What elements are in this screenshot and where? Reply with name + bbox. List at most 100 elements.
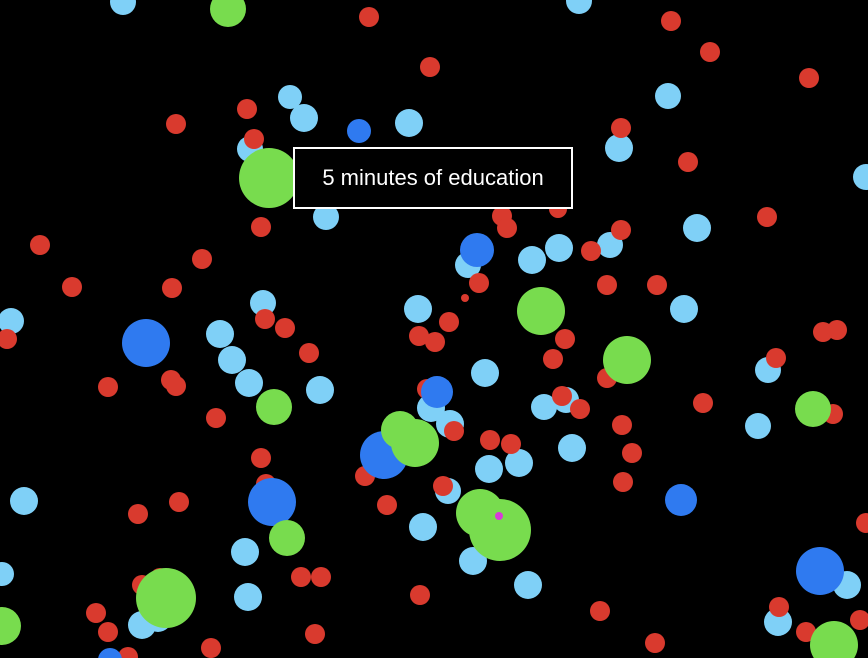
light-blue-dot bbox=[505, 449, 533, 477]
light-blue-dot bbox=[605, 134, 633, 162]
red-dot bbox=[128, 504, 148, 524]
light-blue-dot bbox=[206, 320, 234, 348]
light-blue-dot bbox=[250, 290, 276, 316]
light-blue-dot bbox=[306, 376, 334, 404]
red-dot bbox=[201, 638, 221, 658]
light-blue-dot bbox=[409, 513, 437, 541]
red-dot bbox=[291, 567, 311, 587]
red-dot bbox=[622, 443, 642, 463]
light-blue-dot bbox=[471, 359, 499, 387]
red-dot bbox=[570, 399, 590, 419]
red-dot bbox=[311, 567, 331, 587]
red-dot bbox=[480, 430, 500, 450]
light-blue-dot bbox=[531, 394, 557, 420]
red-dot bbox=[30, 235, 50, 255]
red-dot bbox=[647, 275, 667, 295]
red-dot bbox=[98, 622, 118, 642]
green-dot bbox=[391, 419, 439, 467]
red-dot bbox=[461, 294, 469, 302]
light-blue-dot bbox=[10, 487, 38, 515]
red-dot bbox=[420, 57, 440, 77]
red-dot bbox=[251, 217, 271, 237]
light-blue-dot bbox=[853, 164, 868, 190]
light-blue-dot bbox=[110, 0, 136, 15]
green-dot bbox=[269, 520, 305, 556]
red-dot bbox=[611, 118, 631, 138]
red-dot bbox=[555, 329, 575, 349]
red-dot bbox=[597, 275, 617, 295]
light-blue-dot bbox=[0, 562, 14, 586]
red-dot bbox=[552, 386, 572, 406]
red-dot bbox=[611, 220, 631, 240]
green-dot bbox=[210, 0, 246, 27]
light-blue-dot bbox=[745, 413, 771, 439]
red-dot bbox=[62, 277, 82, 297]
blue-dot bbox=[796, 547, 844, 595]
red-dot bbox=[169, 492, 189, 512]
green-dot bbox=[256, 389, 292, 425]
blue-dot bbox=[665, 484, 697, 516]
red-dot bbox=[166, 114, 186, 134]
red-dot bbox=[497, 218, 517, 238]
red-dot bbox=[425, 332, 445, 352]
light-blue-dot bbox=[404, 295, 432, 323]
blue-dot bbox=[347, 119, 371, 143]
red-dot bbox=[433, 476, 453, 496]
red-dot bbox=[275, 318, 295, 338]
red-dot bbox=[162, 278, 182, 298]
red-dot bbox=[251, 448, 271, 468]
red-dot bbox=[244, 129, 264, 149]
light-blue-dot bbox=[518, 246, 546, 274]
green-dot bbox=[795, 391, 831, 427]
red-dot bbox=[700, 42, 720, 62]
green-dot bbox=[469, 499, 531, 561]
red-dot bbox=[799, 68, 819, 88]
light-blue-dot bbox=[475, 455, 503, 483]
light-blue-dot bbox=[670, 295, 698, 323]
light-blue-dot bbox=[278, 85, 302, 109]
red-dot bbox=[469, 273, 489, 293]
red-dot bbox=[377, 495, 397, 515]
player-marker[interactable] bbox=[495, 512, 503, 520]
green-dot bbox=[136, 568, 196, 628]
red-dot bbox=[757, 207, 777, 227]
blue-dot bbox=[98, 648, 122, 658]
red-dot bbox=[118, 647, 138, 658]
red-dot bbox=[359, 7, 379, 27]
caption-box: 5 minutes of education bbox=[293, 147, 573, 209]
red-dot bbox=[299, 343, 319, 363]
light-blue-dot bbox=[566, 0, 592, 14]
red-dot bbox=[439, 312, 459, 332]
red-dot bbox=[613, 472, 633, 492]
light-blue-dot bbox=[234, 583, 262, 611]
light-blue-dot bbox=[395, 109, 423, 137]
red-dot bbox=[86, 603, 106, 623]
caption-text: 5 minutes of education bbox=[322, 165, 544, 190]
red-dot bbox=[166, 376, 186, 396]
light-blue-dot bbox=[558, 434, 586, 462]
green-dot bbox=[810, 621, 858, 658]
green-dot bbox=[0, 607, 21, 645]
light-blue-dot bbox=[655, 83, 681, 109]
light-blue-dot bbox=[683, 214, 711, 242]
green-dot bbox=[603, 336, 651, 384]
red-dot bbox=[850, 610, 868, 630]
light-blue-dot bbox=[459, 547, 487, 575]
light-blue-dot bbox=[313, 204, 339, 230]
red-dot bbox=[678, 152, 698, 172]
red-dot bbox=[410, 585, 430, 605]
light-blue-dot bbox=[290, 104, 318, 132]
green-dot bbox=[239, 148, 299, 208]
red-dot bbox=[766, 348, 786, 368]
blue-dot bbox=[248, 478, 296, 526]
red-dot bbox=[796, 622, 816, 642]
light-blue-dot bbox=[231, 538, 259, 566]
blue-dot bbox=[460, 233, 494, 267]
red-dot bbox=[693, 393, 713, 413]
green-dot bbox=[517, 287, 565, 335]
red-dot bbox=[255, 309, 275, 329]
light-blue-dot bbox=[235, 369, 263, 397]
red-dot bbox=[645, 633, 665, 653]
red-dot bbox=[237, 99, 257, 119]
